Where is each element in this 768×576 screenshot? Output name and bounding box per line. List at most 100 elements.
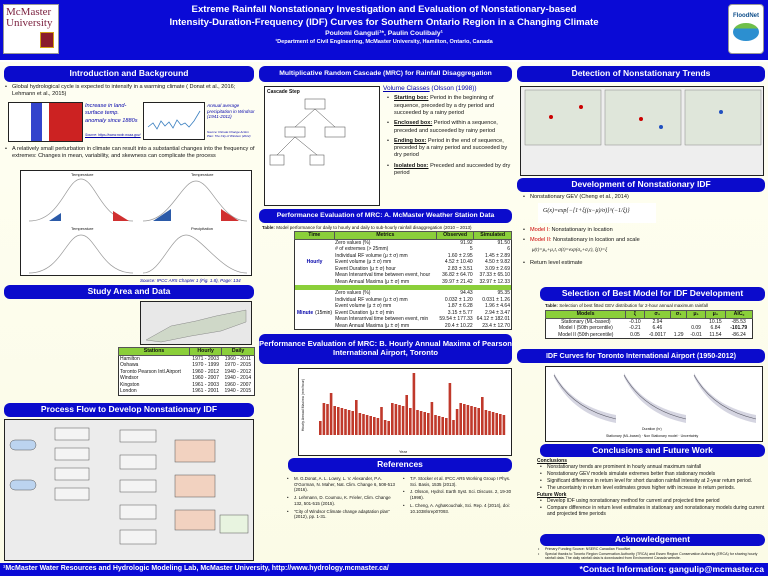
perf-a-heading: Performance Evaluation of MRC: A. McMast… <box>259 209 512 223</box>
table-cell: Model I (50th percentile) <box>558 325 613 332</box>
table-cell: Event Duration (μ ± σ) hour <box>335 265 396 272</box>
table-cell: 1.60 ± 2.95 <box>447 252 473 259</box>
table-cell: 1.29 <box>673 331 684 338</box>
footer: ¹McMaster Water Resources and Hydrologic… <box>0 563 768 576</box>
distribution-shift-figure: Temperature Temperature Temperature Prec… <box>20 170 252 276</box>
bar <box>419 411 423 435</box>
perf-a-caption: Table: Model performance for daily to ho… <box>262 225 512 230</box>
col-header: ξ <box>625 310 645 319</box>
table-row: Mean Interarrival time between event, ho… <box>295 272 512 279</box>
table-cell: 10.15 <box>709 318 722 325</box>
conclusions-subheading: Conclusions <box>537 458 568 464</box>
bar <box>394 404 398 435</box>
x-axis-label: Year <box>399 449 408 454</box>
gev-bullet: Nonstationary GEV (Cheng et al., 2014) <box>522 194 762 202</box>
time-cell: Minute (15min) <box>295 310 335 317</box>
bar <box>499 414 502 435</box>
poster-title-line2: Intensity-Duration-Frequency (IDF) Curve… <box>169 17 599 28</box>
bar <box>445 418 448 435</box>
separator-row <box>294 285 512 291</box>
table-cell: 1940 - 2014 <box>224 375 252 382</box>
table-row: # of extremes (> 25mm) 5 6 <box>295 246 512 253</box>
caption-text: Selection of best fitted GEV distributio… <box>559 303 709 308</box>
table-cell: 4.50 ± 9.82 <box>485 259 510 266</box>
acknowledgement-item: Primary Funding Source: NSERC Canadian F… <box>537 547 766 551</box>
table-cell: 2.94 ± 3.47 <box>485 309 510 316</box>
table-cell: 1.96 ± 4.64 <box>485 303 510 310</box>
bar <box>452 420 455 435</box>
table-cell: 5 <box>469 246 473 253</box>
logo-text: McMaster University <box>6 6 53 29</box>
volume-class-desc: Period in the beginning of sequence, pre… <box>394 95 495 116</box>
col-header: Metrics <box>333 231 437 240</box>
col-header: μ₁ <box>686 310 706 319</box>
table-row: Zero values (%) 94.43 95.35 <box>295 290 512 297</box>
volume-class-term: Isolated box: <box>394 162 429 169</box>
intro-bullets: Global hydrological cycle is expected to… <box>4 84 256 101</box>
reference-item: J. Lehmann, D. Coumou, K. Frieler, Clim.… <box>286 495 398 506</box>
bar <box>326 404 329 435</box>
table-cell: 1960 - 2007 <box>192 375 219 382</box>
table-row: Individual RF volume (μ ± σ) mm 1.60 ± 2.… <box>295 253 512 260</box>
table-cell: 2.94 <box>652 318 663 325</box>
table-cell: 1961 - 2001 <box>192 388 219 395</box>
title-block: Extreme Rainfall Nonstationary Investiga… <box>62 3 706 46</box>
best-model-heading: Selection of Best Model for IDF Developm… <box>540 287 765 301</box>
col-header: μ₀ <box>704 310 726 319</box>
bar <box>333 406 336 435</box>
stations-table: Stations Hourly Daily Hamilton 1971 - 2003 1… <box>117 347 255 396</box>
model1-bullet: Model I: Nonstationary in location <box>522 227 762 235</box>
table-cell: 64.12 ± 182.01 <box>476 316 510 323</box>
col-header: σ₀ <box>643 310 672 319</box>
future-work-subheading: Future Work <box>537 492 567 498</box>
intro-bullets-2: A relatively small perturbation in clima… <box>4 146 256 163</box>
table-cell: 1960 - 2012 <box>192 368 219 375</box>
table-cell: 0.05 <box>630 331 640 338</box>
time-sub: (15min) <box>315 309 333 316</box>
bar <box>344 409 347 435</box>
reference-item: L. Cheng, A. AghaKouchak, Sci. Rep. 4 (2… <box>402 503 514 514</box>
idf-legend: Stationary (ML-based) · Non Stationary m… <box>606 434 699 438</box>
intro-bullet-2: A relatively small perturbation in clima… <box>4 146 256 161</box>
idf-heading: IDF Curves for Toronto International Air… <box>517 349 765 363</box>
bar <box>441 417 444 435</box>
table-row: Event volume (μ ± σ) mm 1.87 ± 6.28 1.96 ±… <box>295 303 512 310</box>
volume-class-desc: Preceded and succeeded by dry period <box>394 162 511 176</box>
table-row: Minute (15min) Event Duration (μ ± σ) min 3… <box>295 310 512 317</box>
bar <box>409 408 412 435</box>
table-cell: 6 <box>507 246 510 253</box>
volume-class-term: Starting box: <box>394 95 429 102</box>
table-cell: 4.52 ± 10.40 <box>444 259 473 266</box>
gev-text: Nonstationary GEV (Cheng et al., 2014) <box>530 194 629 200</box>
table-cell: Mean Annual Maxima (μ ± σ) mm <box>335 278 410 285</box>
volume-class-item: Starting box: Period in the beginning of… <box>386 95 514 117</box>
model2-label: Model II: <box>530 236 552 243</box>
table-cell: Mean Annual Maxima (μ ± σ) mm <box>335 322 410 329</box>
gev-equation: G(x)=exp{−[1+ξ((x−μ)/σ)]^(−1/ξ)} <box>538 203 656 224</box>
table-cell: 2.83 ± 3.51 <box>447 265 473 272</box>
volume-classes: Volume Classes (Olsson (1998)) Starting … <box>383 85 514 180</box>
table-row: Stationary (ML-based) -0.10 2.94 10.15 -85.5… <box>546 318 753 325</box>
table-row: Mean Annual Maxima (μ ± σ) mm 20.4 ± 10.2… <box>295 323 512 330</box>
model1-text: Nonstationary in location <box>551 227 613 234</box>
bar <box>502 415 506 435</box>
fig2-source: Source: Climate Change Action Plan: The … <box>207 130 251 138</box>
bar <box>427 413 430 435</box>
reference-item: J. Olsson, Hydrol. Earth Syst. Sci. Disc… <box>402 489 514 500</box>
bar <box>481 397 484 435</box>
col-header: Daily <box>221 347 255 356</box>
bar <box>437 416 441 435</box>
table-row: Oshawa 1970 - 1999 1970 - 2015 <box>119 362 255 369</box>
table-cell: 39.97 ± 21.42 <box>442 278 473 285</box>
fig1-caption: Increase in land-surface temp. anomaly s… <box>85 103 138 124</box>
col-header: AIC꜀ <box>724 310 754 319</box>
temperature-anomaly-figure <box>8 102 83 142</box>
col-header: Stations <box>117 347 191 356</box>
table-row: Windsor 1960 - 2007 1940 - 2014 <box>119 375 255 382</box>
table-cell: -86.24 <box>731 331 746 338</box>
bar <box>448 383 452 435</box>
volume-class-list: Starting box: Period in the beginning of… <box>386 95 514 177</box>
volume-classes-ref: (Olsson (1998)) <box>431 85 477 92</box>
bar <box>369 416 372 435</box>
table-cell: Model II (50th percentile) <box>558 331 614 338</box>
